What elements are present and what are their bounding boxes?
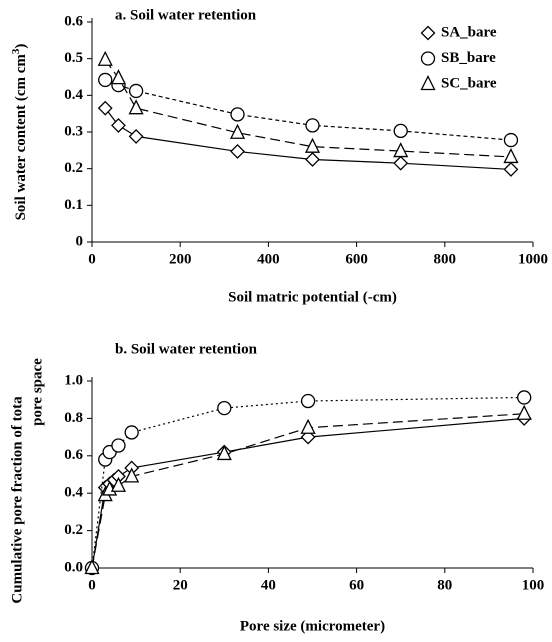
y-axis-label: Cumulative pore fraction of tota (9, 396, 25, 604)
marker (110, 476, 127, 492)
y-tick-label: 0.3 (64, 123, 83, 139)
y-axis-label: pore space (29, 358, 45, 426)
x-tick-label: 1000 (518, 251, 548, 267)
marker (393, 142, 409, 158)
x-tick-label: 40 (261, 577, 276, 593)
series-line (104, 59, 511, 158)
x-tick-label: 800 (434, 251, 457, 267)
x-axis-label: Pore size (micrometer) (240, 618, 385, 634)
y-tick-label: 0.4 (64, 485, 83, 501)
y-tick-label: 0.2 (64, 160, 83, 176)
y-axis-label-part: 3 (10, 48, 22, 54)
y-tick-label: 0.1 (64, 197, 83, 213)
x-axis-label: Soil matric potential (-cm) (228, 289, 397, 305)
marker (503, 161, 519, 177)
marker (110, 69, 127, 85)
marker (128, 83, 144, 99)
y-tick-label: 0.2 (64, 522, 83, 538)
marker (111, 117, 126, 133)
x-tick-label: 600 (345, 251, 368, 267)
y-axis-label-part: Soil water content (cm cm (13, 54, 29, 221)
y-tick-label: 0.8 (64, 410, 83, 426)
marker (124, 467, 140, 483)
marker (230, 107, 245, 122)
x-tick-label: 100 (522, 577, 545, 593)
marker (420, 51, 436, 66)
marker (300, 418, 316, 434)
marker (305, 152, 320, 167)
y-tick-label: 0.6 (64, 13, 83, 29)
marker (124, 425, 139, 440)
marker (393, 123, 408, 139)
x-tick-label: 20 (173, 577, 188, 593)
chart-title: a. Soil water retention (115, 7, 257, 23)
marker (420, 25, 436, 41)
marker (230, 144, 245, 159)
marker (305, 118, 320, 133)
x-tick-label: 80 (437, 577, 452, 593)
y-tick-label: 0.0 (64, 559, 83, 575)
chart-title: b. Soil water retention (115, 341, 258, 357)
y-tick-label: 0.4 (64, 87, 83, 103)
x-tick-label: 400 (257, 251, 280, 267)
marker (503, 132, 519, 148)
legend-label: SA_bare (441, 24, 497, 40)
y-tick-label: 1.0 (64, 372, 83, 388)
chart-panel: 0.0 0.2 0.4 0.6 0.8 1.0 0 20 40 60 80 100 b. Soil wa… (9, 341, 544, 634)
marker (304, 137, 321, 153)
marker (517, 390, 532, 405)
marker (216, 444, 232, 461)
marker (420, 75, 436, 91)
marker (84, 559, 100, 575)
marker (128, 128, 144, 144)
marker (128, 99, 144, 115)
legend-label: SC_bare (441, 75, 497, 91)
marker (229, 123, 246, 139)
marker (111, 438, 126, 453)
x-tick-label: 0 (88, 251, 96, 267)
y-tick-label: 0 (76, 233, 84, 249)
x-tick-label: 60 (349, 577, 364, 593)
x-tick-label: 0 (88, 577, 96, 593)
marker (300, 393, 316, 409)
marker (98, 72, 113, 88)
y-tick-label: 0.5 (64, 50, 83, 66)
y-axis-label-part: ) (13, 44, 29, 49)
legend-label: SB_bare (441, 50, 496, 66)
marker (503, 147, 519, 164)
marker (217, 400, 232, 416)
marker (516, 404, 532, 420)
x-tick-label: 200 (169, 251, 192, 267)
y-tick-label: 0.6 (64, 447, 83, 463)
marker (393, 155, 409, 171)
marker (97, 50, 113, 66)
marker (97, 100, 113, 116)
chart-panel: 0 0.1 0.2 0.3 0.4 0.5 0.6 0 200 400 600 800 1000 a. S… (10, 7, 548, 305)
legend: SA_bare SB_bare SC_bare (420, 24, 497, 91)
y-axis-label: Soil water content (cm cm3) (10, 44, 30, 221)
